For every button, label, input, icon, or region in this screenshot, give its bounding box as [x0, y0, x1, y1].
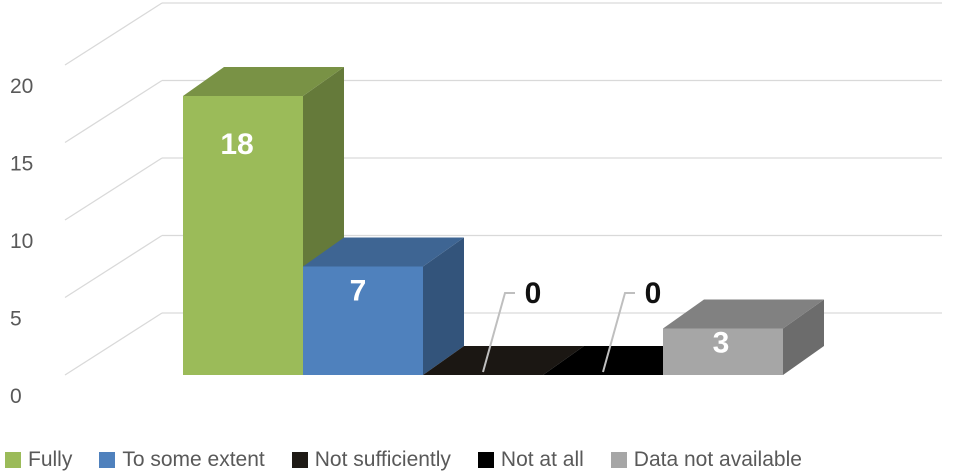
legend-item-not-sufficiently: Not sufficiently [291, 447, 451, 472]
y-tick-label-4: 20 [10, 75, 33, 98]
legend-swatch-not-at-all [477, 451, 494, 468]
data-label-data-not-available: 3 [713, 327, 730, 360]
gridline-diagonal-2 [64, 157, 163, 221]
legend-swatch-not-sufficiently [291, 451, 308, 468]
legend-label-data-not-available: Data not available [633, 447, 802, 471]
y-tick-label-1: 5 [10, 308, 22, 331]
gridline-diagonal-1 [64, 234, 163, 299]
bar-top-fully [183, 67, 344, 96]
gridline-diagonal-4 [64, 2, 163, 66]
bar-top-not-sufficiently [423, 346, 584, 375]
bar-top-data-not-available [663, 299, 824, 329]
legend-label-fully: Fully [28, 447, 73, 471]
data-label-to-some-extent: 7 [350, 275, 367, 308]
bar-top-to-some-extent [303, 237, 464, 267]
chart-canvas: 0 5 10 15 20 18 7 0 0 3 [10, 2, 942, 408]
legend-swatch-to-some-extent [99, 451, 116, 468]
data-label-not-at-all: 0 [645, 277, 662, 310]
legend-label-not-sufficiently: Not sufficiently [314, 447, 451, 471]
legend-swatch-data-not-available [610, 451, 627, 468]
legend-item-data-not-available: Data not available [610, 447, 802, 472]
legend-label-not-at-all: Not at all [500, 447, 584, 471]
data-label-fully: 18 [220, 128, 253, 161]
legend-item-to-some-extent: To some extent [99, 447, 265, 472]
bar-fully [183, 96, 303, 375]
legend: Fully To some extent Not sufficiently No… [0, 445, 966, 474]
legend-label-to-some-extent: To some extent [122, 447, 265, 471]
bar-to-some-extent [303, 266, 423, 375]
data-label-leader-not-sufficiently [482, 292, 515, 373]
gridline-diagonal-0 [64, 312, 163, 376]
data-label-not-sufficiently: 0 [525, 277, 542, 310]
y-tick-label-2: 10 [10, 230, 33, 253]
bar-side-to-some-extent [423, 237, 464, 375]
legend-item-not-at-all: Not at all [477, 447, 584, 472]
bar-data-not-available [663, 328, 783, 375]
bar-side-data-not-available [783, 299, 824, 375]
legend-swatch-fully [5, 451, 21, 468]
y-tick-label-0: 0 [10, 385, 22, 408]
gridline-diagonal-3 [64, 79, 163, 144]
legend-item-fully: Fully [5, 448, 72, 472]
y-tick-label-3: 15 [10, 153, 33, 176]
data-label-leader-not-at-all [602, 292, 635, 373]
